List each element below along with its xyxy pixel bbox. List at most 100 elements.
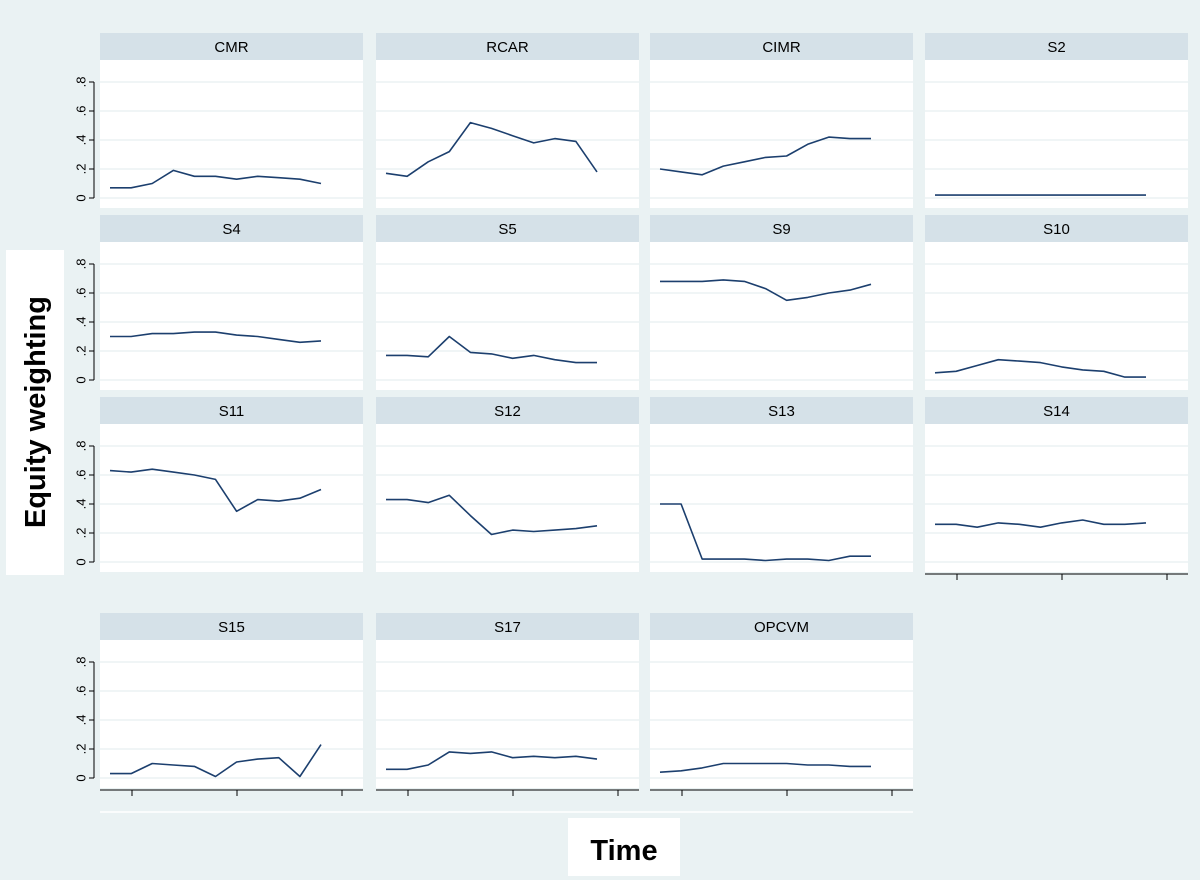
y-tick-label: .4 [74, 317, 89, 328]
panel-title: S10 [1043, 221, 1070, 238]
panel-s12: S12 [376, 397, 639, 572]
panel-cimr: CIMR [650, 33, 913, 208]
panel-header [376, 215, 639, 242]
panel-title: OPCVM [754, 619, 809, 636]
x-title-box [568, 818, 680, 876]
panel-header [925, 215, 1188, 242]
x-axis [925, 573, 1188, 580]
y-tick-label: .4 [74, 499, 89, 510]
y-tick-label: .4 [74, 135, 89, 146]
y-tick-label: 0 [74, 774, 89, 781]
series-line [386, 751, 598, 771]
y-axis-title: Equity weighting [20, 296, 52, 528]
panel-header [650, 33, 913, 60]
panel-title: S5 [498, 221, 516, 238]
panel-header [100, 215, 363, 242]
plot-area [376, 424, 639, 572]
panel-s14: S14 [925, 397, 1188, 572]
y-tick-label: .8 [74, 77, 89, 88]
series-line [660, 279, 872, 302]
x-axis [650, 789, 913, 796]
panel-title: S17 [494, 619, 521, 636]
series-line [386, 494, 598, 536]
series-line [659, 136, 871, 176]
panel-header [100, 613, 363, 640]
panel-header [376, 613, 639, 640]
panel-title: S13 [768, 403, 795, 420]
plot-area [650, 424, 913, 572]
series-line [386, 335, 597, 364]
x-axis [100, 789, 363, 796]
panel-s2: S2 [925, 33, 1188, 208]
y-tick-label: 0 [74, 558, 89, 565]
plot-area [100, 242, 363, 390]
panel-header [650, 397, 913, 424]
y-tick-label: .2 [74, 744, 89, 755]
series-line [935, 519, 1147, 529]
panel-title: S11 [219, 403, 245, 420]
series-line [934, 358, 1146, 378]
y-tick-label: .2 [74, 346, 89, 357]
panel-header [650, 215, 913, 242]
panel-s10: S10 [925, 215, 1188, 390]
panel-title: S9 [772, 221, 790, 238]
panel-title: S15 [218, 619, 245, 636]
y-tick-label: .6 [74, 686, 89, 697]
series-line [110, 169, 322, 189]
panel-title: CMR [214, 39, 248, 56]
series-line [110, 744, 322, 778]
panel-title: S2 [1047, 39, 1065, 56]
panel-rcar: RCAR [376, 33, 639, 208]
y-tick-label: .2 [74, 164, 89, 175]
series-line [660, 503, 871, 562]
plot-area [376, 640, 639, 788]
panel-title: RCAR [486, 39, 529, 56]
y-tick-label: .4 [74, 715, 89, 726]
panel-header [100, 33, 363, 60]
y-tick-label: .6 [74, 288, 89, 299]
panel-s4: S4 0 .2 .4 .6 .8 [74, 215, 363, 390]
y-tick-label: .8 [74, 657, 89, 668]
panel-header [650, 613, 913, 640]
series-line [109, 468, 322, 513]
panel-s11: S11 0 .2 .4 .6 .8 [74, 397, 363, 572]
series-line [110, 331, 322, 344]
panel-s17: S17 [376, 613, 639, 788]
panel-header [925, 397, 1188, 424]
panels-group: CMR 0 .2 .4 .6 .8 RCAR CIMR S2 S4 0 .2 .4 .6 .8 S5 S9 S10… [74, 33, 1188, 813]
series-line [659, 762, 871, 773]
panel-header [100, 397, 363, 424]
y-title-box [6, 250, 64, 575]
x-axis [376, 789, 639, 796]
plot-area [925, 424, 1188, 572]
panel-title: S4 [222, 221, 240, 238]
plot-area [925, 60, 1188, 208]
y-tick-label: 0 [74, 194, 89, 201]
y-tick-label: .6 [74, 470, 89, 481]
panel-title: S12 [494, 403, 521, 420]
x-axis-title: Time [590, 835, 657, 867]
panel-s15: S15 0 .2 .4 .6 .8 [74, 613, 363, 788]
panel-s5: S5 [376, 215, 639, 390]
panel-header [376, 397, 639, 424]
y-tick-label: .8 [74, 259, 89, 270]
plot-area [376, 242, 639, 390]
panel-title: CIMR [762, 39, 800, 56]
panel-header [376, 33, 639, 60]
y-tick-label: .2 [74, 528, 89, 539]
panel-title: S14 [1043, 403, 1070, 420]
plot-area [100, 640, 363, 788]
plot-area [650, 242, 913, 390]
panel-s9: S9 [650, 215, 913, 390]
series-line [385, 121, 598, 178]
panel-s13: S13 [650, 397, 913, 572]
y-tick-label: .6 [74, 106, 89, 117]
plot-area [100, 424, 363, 572]
panel-opcvm: OPCVM [650, 613, 913, 788]
panel-cmr: CMR 0 .2 .4 .6 .8 [74, 33, 363, 208]
y-tick-label: .8 [74, 441, 89, 452]
panel-header [925, 33, 1188, 60]
plot-area [650, 60, 913, 208]
y-tick-label: 0 [74, 376, 89, 383]
